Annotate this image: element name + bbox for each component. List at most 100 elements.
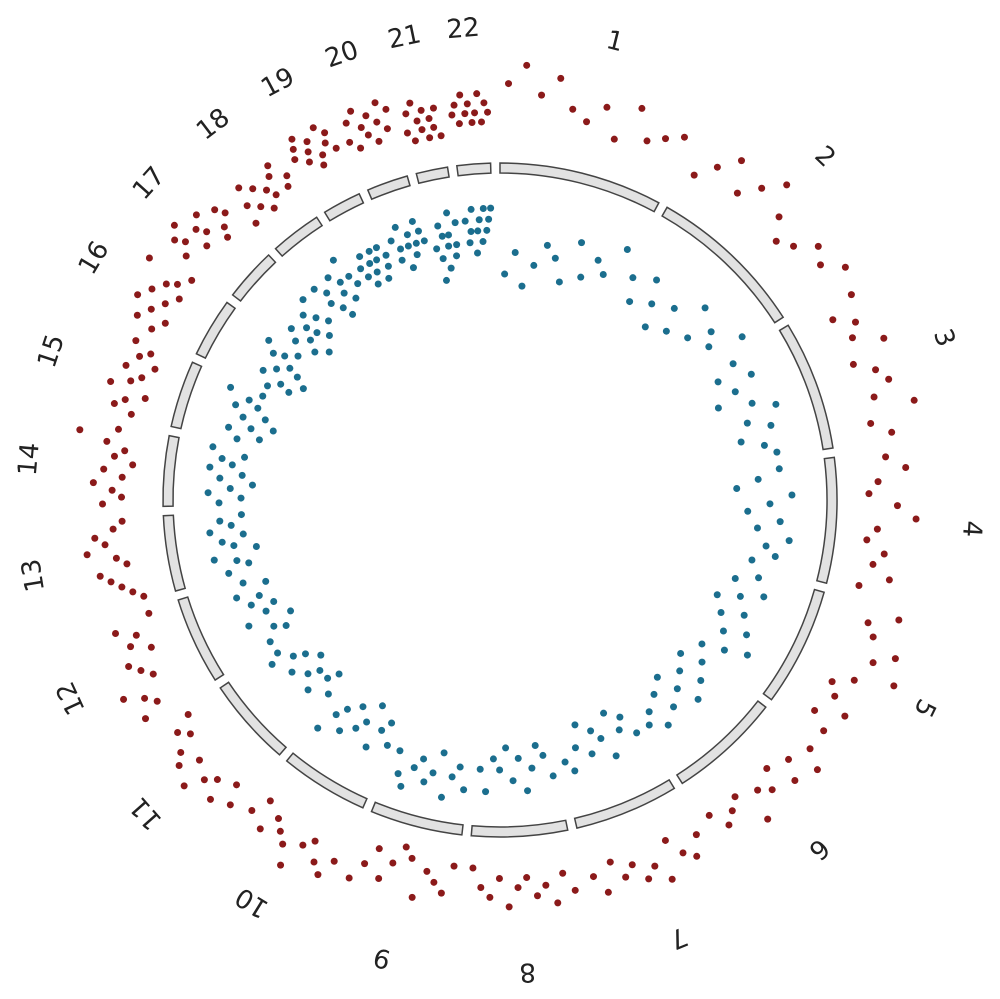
outer-point [114,425,122,433]
inner-point [270,622,278,630]
inner-point [594,256,602,264]
inner-point [587,727,595,735]
outer-point [364,131,372,139]
inner-point [329,256,337,264]
chromosome-arc [219,681,288,756]
chromosome-arc [285,752,368,809]
outer-point [847,291,855,299]
outer-point [177,748,185,756]
outer-point [890,682,898,690]
inner-point [397,782,405,790]
inner-point [743,651,751,659]
inner-point [301,650,309,658]
outer-point [109,525,117,533]
inner-point [304,670,312,678]
inner-point [561,758,569,766]
outer-point [737,157,745,165]
outer-point [283,172,291,180]
outer-point [149,670,157,678]
inner-point [474,227,482,235]
outer-point [869,560,877,568]
inner-point [650,690,658,698]
inner-point [597,735,605,743]
outer-point [622,873,630,881]
outer-point [402,110,410,118]
outer-point [118,583,126,591]
outer-point [514,884,522,892]
inner-point [616,713,624,721]
outer-point [147,305,155,313]
inner-point [615,726,623,734]
outer-point [184,711,192,719]
inner-point [336,727,344,735]
outer-point [203,228,211,236]
outer-point [478,118,486,126]
outer-point [299,841,307,849]
inner-point [433,245,441,253]
inner-point [762,542,770,550]
inner-point [266,638,274,646]
inner-point [676,667,684,675]
inner-point [489,755,497,763]
outer-point [373,118,381,126]
inner-point [259,392,267,400]
outer-point [289,145,297,153]
outer-point [758,184,766,192]
inner-point [479,204,487,212]
inner-point [738,333,746,341]
outer-point [382,105,390,113]
outer-point [668,875,676,883]
inner-point [748,556,756,564]
inner-point [397,245,405,253]
outer-point [226,801,234,809]
outer-point [142,715,150,723]
inner-point [760,441,768,449]
inner-point [233,435,241,443]
outer-point [885,375,893,383]
outer-point [107,578,115,586]
inner-point [747,370,755,378]
outer-point [175,295,183,303]
inner-point [648,300,656,308]
chromosome-label: 22 [445,13,480,45]
outer-point [127,377,135,385]
outer-point [728,807,736,815]
outer-point [423,867,431,875]
outer-point [523,61,531,69]
outer-point [885,576,893,584]
inner-point [387,237,395,245]
outer-point [321,139,329,147]
outer-point [417,106,425,114]
inner-point [438,232,446,240]
outer-point [263,186,271,194]
inner-point [362,743,370,751]
outer-point [270,204,278,212]
inner-point [511,248,519,256]
inner-point [743,419,751,427]
outer-point [310,858,318,866]
outer-point [450,862,458,870]
outer-point [361,860,369,868]
inner-point [239,413,247,421]
outer-point [606,858,614,866]
inner-point [684,334,692,342]
outer-point [902,464,910,472]
chromosome-arc [675,699,767,785]
outer-point [233,781,241,789]
outer-point [841,712,849,720]
inner-point [225,423,233,431]
chromosome-label: 10 [230,881,274,924]
inner-point [314,724,322,732]
outer-point [484,108,492,116]
inner-point [524,787,532,795]
inner-point [269,349,277,357]
inner-point [324,690,332,698]
inner-point [282,622,290,630]
outer-point [848,334,856,342]
inner-point [363,718,371,726]
outer-point [133,311,141,319]
outer-point [127,643,135,651]
inner-point [245,559,253,567]
outer-point [867,419,875,427]
inner-point [629,274,637,282]
